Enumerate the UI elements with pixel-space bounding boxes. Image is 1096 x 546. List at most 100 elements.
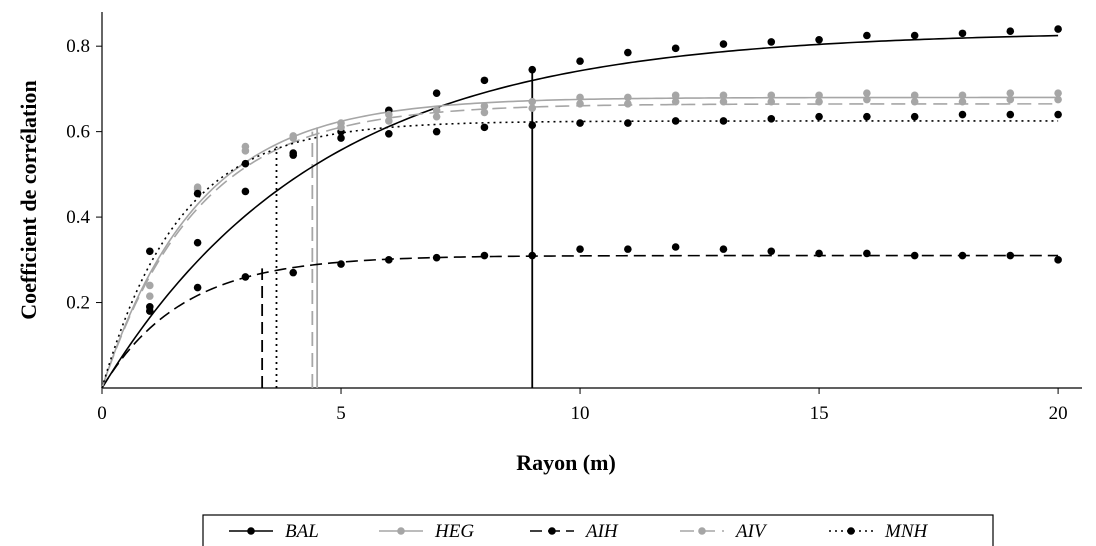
point-aiv (671, 97, 680, 106)
legend-item-bal: BAL (229, 521, 319, 542)
legend-marker-mnh (847, 527, 855, 535)
point-aiv (1006, 95, 1015, 104)
point-bal (432, 89, 441, 97)
fit-curves (101, 34, 1059, 389)
point-bal (576, 57, 584, 65)
point-bal (1006, 27, 1015, 36)
x-tick-label: 20 (1049, 403, 1068, 424)
legend-label-aih: AIH (584, 521, 619, 542)
point-mnh (289, 151, 298, 159)
point-mnh (528, 121, 537, 130)
point-heg (863, 89, 871, 97)
point-aiv (1054, 95, 1062, 104)
point-aih (337, 260, 345, 268)
point-bal (241, 187, 250, 196)
point-aih (767, 247, 776, 256)
point-aiv (863, 95, 871, 104)
point-mnh (480, 123, 489, 132)
point-heg (1054, 89, 1062, 97)
legend-marker-heg (397, 527, 405, 535)
point-bal (193, 238, 202, 247)
point-heg (432, 106, 441, 115)
point-aiv (719, 97, 728, 106)
legend-box (202, 514, 994, 546)
point-aih (719, 245, 728, 253)
point-aiv (432, 112, 441, 121)
point-mnh (385, 129, 393, 138)
x-tick-label: 5 (336, 403, 346, 424)
point-mnh (671, 117, 680, 125)
point-mnh (624, 119, 632, 127)
legend-marker-aiv (698, 527, 706, 535)
y-tick-label: 0.2 (66, 293, 90, 314)
x-tick-label: 10 (571, 403, 590, 424)
point-aiv (958, 97, 967, 106)
point-heg (910, 91, 919, 100)
point-mnh (1006, 110, 1015, 119)
point-aiv (910, 97, 919, 106)
point-aiv (767, 97, 776, 106)
point-aih (815, 249, 823, 258)
legend-item-mnh: MNH (829, 521, 929, 542)
point-bal (910, 31, 919, 40)
point-aiv (337, 123, 345, 132)
y-tick-label: 0.4 (66, 207, 90, 228)
point-heg (528, 97, 537, 106)
point-aiv (241, 147, 250, 155)
point-aih (289, 268, 298, 277)
point-aih (528, 251, 537, 260)
point-heg (815, 91, 823, 100)
point-aih (1006, 251, 1015, 260)
point-aih (385, 256, 393, 264)
point-aiv (146, 292, 154, 300)
point-heg (671, 91, 680, 100)
point-mnh (767, 115, 776, 123)
point-mnh (719, 117, 728, 125)
point-bal (480, 76, 489, 85)
point-aih (193, 283, 202, 292)
fit-curve-bal (101, 34, 1059, 389)
legend-label-mnh: MNH (884, 521, 929, 542)
y-tick-label: 0.8 (66, 36, 90, 57)
point-heg (958, 91, 967, 100)
legend-marker-aih (548, 527, 556, 535)
point-bal (624, 48, 632, 57)
legend-label-heg: HEG (434, 521, 474, 542)
point-mnh (241, 159, 250, 168)
point-aih (480, 251, 489, 260)
legend: BAL HEG AIH AIV MNH (202, 514, 994, 546)
point-mnh (910, 112, 919, 121)
point-aiv (480, 108, 489, 117)
point-bal (815, 35, 823, 44)
point-aih (671, 243, 680, 251)
point-aiv (815, 97, 823, 106)
ticks: 0 5 10 15 20 0.2 0.4 0.6 0.8 (66, 36, 1067, 424)
point-bal (528, 65, 537, 74)
point-mnh (863, 112, 871, 121)
point-mnh (337, 134, 345, 142)
legend-item-aih: AIH (530, 521, 619, 542)
y-tick-label: 0.6 (66, 122, 90, 143)
point-aih (432, 253, 441, 262)
point-aih (958, 251, 967, 260)
point-bal (767, 38, 776, 46)
point-mnh (1054, 110, 1062, 119)
data-points (146, 25, 1062, 315)
x-tick-label: 0 (97, 403, 107, 424)
legend-marker-bal (247, 527, 255, 535)
point-mnh (193, 189, 202, 198)
point-mnh (958, 110, 967, 119)
legend-label-bal: BAL (285, 521, 319, 542)
point-heg (480, 102, 489, 110)
point-aih (1054, 256, 1062, 264)
point-bal (958, 29, 967, 38)
fit-curve-heg (101, 96, 1059, 389)
x-axis-title: Rayon (m) (516, 450, 616, 475)
point-mnh (146, 247, 154, 256)
point-aih (624, 245, 632, 253)
point-aiv (624, 100, 632, 108)
point-heg (576, 93, 584, 102)
point-aiv (576, 100, 584, 108)
point-aih (241, 273, 250, 281)
